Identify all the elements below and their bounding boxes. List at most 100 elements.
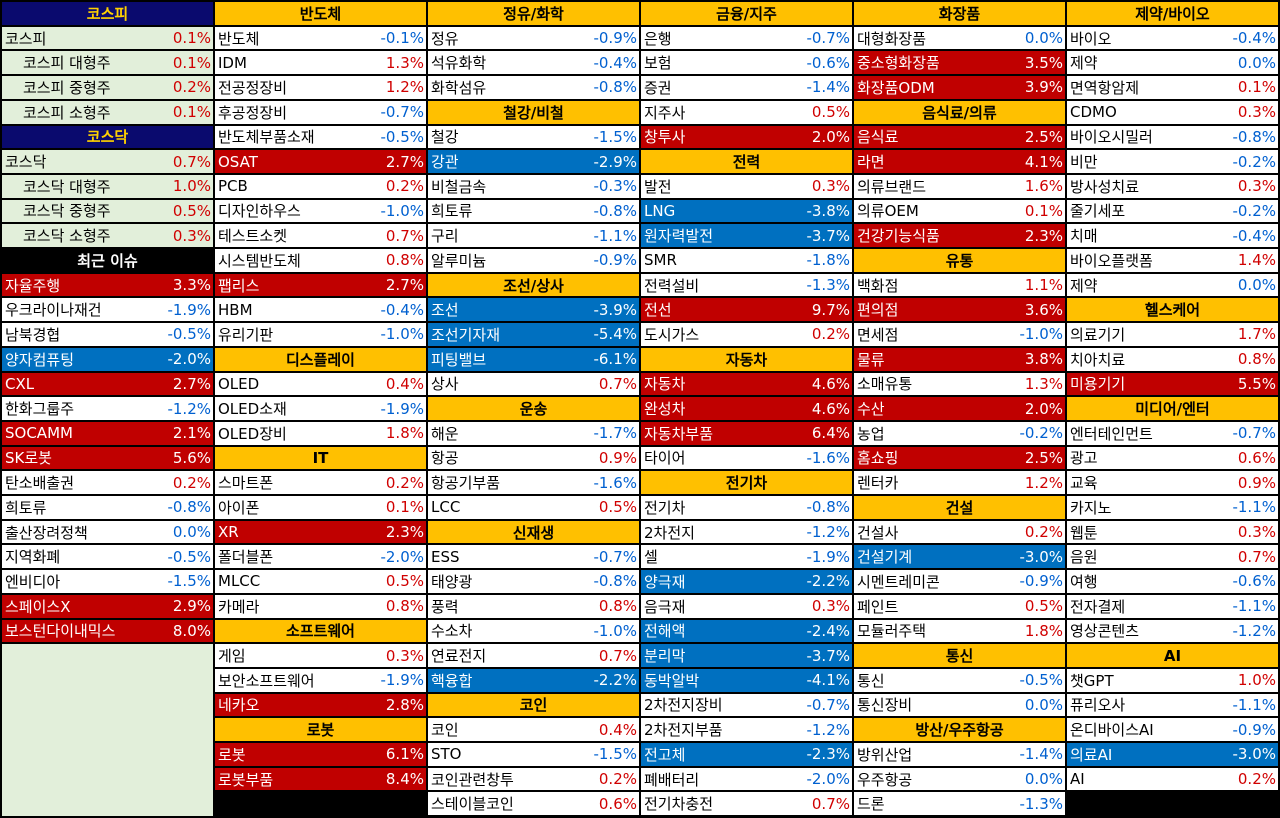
sector-row[interactable]: 보스턴다이내믹스 8.0% (2, 619, 213, 643)
sector-row[interactable]: 양자컴퓨팅 -2.0% (2, 347, 213, 371)
sector-row[interactable]: 영상콘텐츠 -1.2% (1067, 619, 1278, 643)
sector-row[interactable]: OLED 0.4% (215, 372, 426, 396)
sector-row[interactable]: 통신장비 0.0% (854, 693, 1065, 717)
sector-row[interactable]: 자동차 4.6% (641, 372, 852, 396)
sector-row[interactable]: 증권 -1.4% (641, 76, 852, 99)
sector-row[interactable]: 웹툰 0.3% (1067, 520, 1278, 544)
sector-row[interactable]: 음극재 0.3% (641, 594, 852, 618)
sector-row[interactable]: 코스닥 0.7% (2, 150, 213, 173)
sector-row[interactable]: 홈쇼핑 2.5% (854, 446, 1065, 470)
sector-row[interactable]: 반도체 -0.1% (215, 26, 426, 50)
sector-row[interactable]: 조선기자재 -5.4% (428, 323, 639, 346)
sector-row[interactable]: 코스피 중형주 0.2% (2, 76, 213, 99)
sector-row[interactable]: 우크라이나재건 -1.9% (2, 298, 213, 322)
sector-row[interactable]: 퓨리오사 -1.1% (1067, 693, 1278, 717)
sector-row[interactable]: 농업 -0.2% (854, 421, 1065, 445)
sector-row[interactable]: AI 0.2% (1067, 767, 1278, 791)
sector-row[interactable]: 로봇 6.1% (215, 743, 426, 766)
sector-row[interactable]: SMR -1.8% (641, 249, 852, 272)
sector-row[interactable]: 바이오 -0.4% (1067, 26, 1278, 50)
sector-row[interactable]: 강관 -2.9% (428, 150, 639, 173)
sector-row[interactable]: 항공 0.9% (428, 446, 639, 470)
sector-row[interactable]: 제약 0.0% (1067, 51, 1278, 75)
sector-row[interactable]: 시멘트레미콘 -0.9% (854, 570, 1065, 593)
sector-row[interactable]: IDM 1.3% (215, 51, 426, 75)
sector-row[interactable]: 음원 0.7% (1067, 545, 1278, 569)
sector-row[interactable]: 건강기능식품 2.3% (854, 224, 1065, 248)
sector-row[interactable]: 면세점 -1.0% (854, 323, 1065, 346)
sector-row[interactable]: 전해액 -2.4% (641, 619, 852, 643)
sector-row[interactable]: 소매유통 1.3% (854, 372, 1065, 396)
sector-row[interactable]: 페인트 0.5% (854, 594, 1065, 618)
sector-row[interactable]: 양극재 -2.2% (641, 570, 852, 593)
sector-row[interactable]: 희토류 -0.8% (2, 496, 213, 519)
sector-row[interactable]: 의료AI -3.0% (1067, 743, 1278, 766)
sector-row[interactable]: 수소차 -1.0% (428, 619, 639, 643)
sector-row[interactable]: 면역항암제 0.1% (1067, 76, 1278, 99)
sector-row[interactable]: 항공기부품 -1.6% (428, 471, 639, 495)
sector-row[interactable]: 화장품ODM 3.9% (854, 76, 1065, 99)
sector-row[interactable]: 동박알박 -4.1% (641, 668, 852, 692)
sector-row[interactable]: 코스닥 대형주 1.0% (2, 174, 213, 198)
sector-row[interactable]: PCB 0.2% (215, 174, 426, 198)
sector-row[interactable]: MLCC 0.5% (215, 570, 426, 593)
sector-row[interactable]: 전기차충전 0.7% (641, 792, 852, 816)
sector-row[interactable]: 은행 -0.7% (641, 26, 852, 50)
sector-row[interactable]: 테스트소켓 0.7% (215, 224, 426, 248)
sector-row[interactable]: LCC 0.5% (428, 496, 639, 519)
sector-row[interactable]: 코인관련창투 0.2% (428, 767, 639, 791)
sector-row[interactable]: 희토류 -0.8% (428, 199, 639, 223)
sector-row[interactable]: 후공정장비 -0.7% (215, 100, 426, 124)
sector-row[interactable]: OLED장비 1.8% (215, 421, 426, 445)
sector-row[interactable]: 전고체 -2.3% (641, 743, 852, 766)
sector-row[interactable]: 제약 0.0% (1067, 273, 1278, 297)
sector-row[interactable]: 치아치료 0.8% (1067, 347, 1278, 371)
sector-row[interactable]: 분리막 -3.7% (641, 644, 852, 667)
sector-row[interactable]: 코스닥 중형주 0.5% (2, 199, 213, 223)
sector-row[interactable]: 해운 -1.7% (428, 421, 639, 445)
sector-row[interactable]: 원자력발전 -3.7% (641, 224, 852, 248)
sector-row[interactable]: 전자결제 -1.1% (1067, 594, 1278, 618)
sector-row[interactable]: 방사성치료 0.3% (1067, 174, 1278, 198)
sector-row[interactable]: 백화점 1.1% (854, 273, 1065, 297)
sector-row[interactable]: 알루미늄 -0.9% (428, 249, 639, 272)
sector-row[interactable]: 완성차 4.6% (641, 397, 852, 420)
sector-row[interactable]: 남북경협 -0.5% (2, 323, 213, 346)
sector-row[interactable]: 시스템반도체 0.8% (215, 249, 426, 272)
sector-row[interactable]: 연료전지 0.7% (428, 644, 639, 667)
sector-row[interactable]: 셀 -1.9% (641, 545, 852, 569)
sector-row[interactable]: 한화그룹주 -1.2% (2, 397, 213, 420)
sector-row[interactable]: 코스피 대형주 0.1% (2, 51, 213, 75)
sector-row[interactable]: 로봇부품 8.4% (215, 767, 426, 791)
sector-row[interactable]: 2차전지부품 -1.2% (641, 718, 852, 742)
sector-row[interactable]: 발전 0.3% (641, 174, 852, 198)
sector-row[interactable]: 스페이스X 2.9% (2, 594, 213, 618)
sector-row[interactable]: 코스피 소형주 0.1% (2, 100, 213, 124)
sector-row[interactable]: LNG -3.8% (641, 199, 852, 223)
sector-row[interactable]: 줄기세포 -0.2% (1067, 199, 1278, 223)
sector-row[interactable]: 우주항공 0.0% (854, 767, 1065, 791)
sector-row[interactable]: OSAT 2.7% (215, 150, 426, 173)
sector-row[interactable]: 핵융합 -2.2% (428, 668, 639, 692)
sector-row[interactable]: 유리기판 -1.0% (215, 323, 426, 346)
sector-row[interactable]: 폐배터리 -2.0% (641, 767, 852, 791)
sector-row[interactable]: 바이오시밀러 -0.8% (1067, 125, 1278, 149)
sector-row[interactable]: XR 2.3% (215, 520, 426, 544)
sector-row[interactable]: 편의점 3.6% (854, 298, 1065, 322)
sector-row[interactable]: 드론 -1.3% (854, 792, 1065, 816)
sector-row[interactable]: CDMO 0.3% (1067, 100, 1278, 124)
sector-row[interactable]: 챗GPT 1.0% (1067, 668, 1278, 692)
sector-row[interactable]: 렌터카 1.2% (854, 471, 1065, 495)
sector-row[interactable]: 전력설비 -1.3% (641, 273, 852, 297)
sector-row[interactable]: 치매 -0.4% (1067, 224, 1278, 248)
sector-row[interactable]: 화학섬유 -0.8% (428, 76, 639, 99)
sector-row[interactable]: 풍력 0.8% (428, 594, 639, 618)
sector-row[interactable]: 전기차 -0.8% (641, 496, 852, 519)
sector-row[interactable]: 중소형화장품 3.5% (854, 51, 1065, 75)
sector-row[interactable]: 수산 2.0% (854, 397, 1065, 420)
sector-row[interactable]: 게임 0.3% (215, 644, 426, 667)
sector-row[interactable]: 태양광 -0.8% (428, 570, 639, 593)
sector-row[interactable]: 비만 -0.2% (1067, 150, 1278, 173)
sector-row[interactable]: 폴더블폰 -2.0% (215, 545, 426, 569)
sector-row[interactable]: 아이폰 0.1% (215, 496, 426, 519)
